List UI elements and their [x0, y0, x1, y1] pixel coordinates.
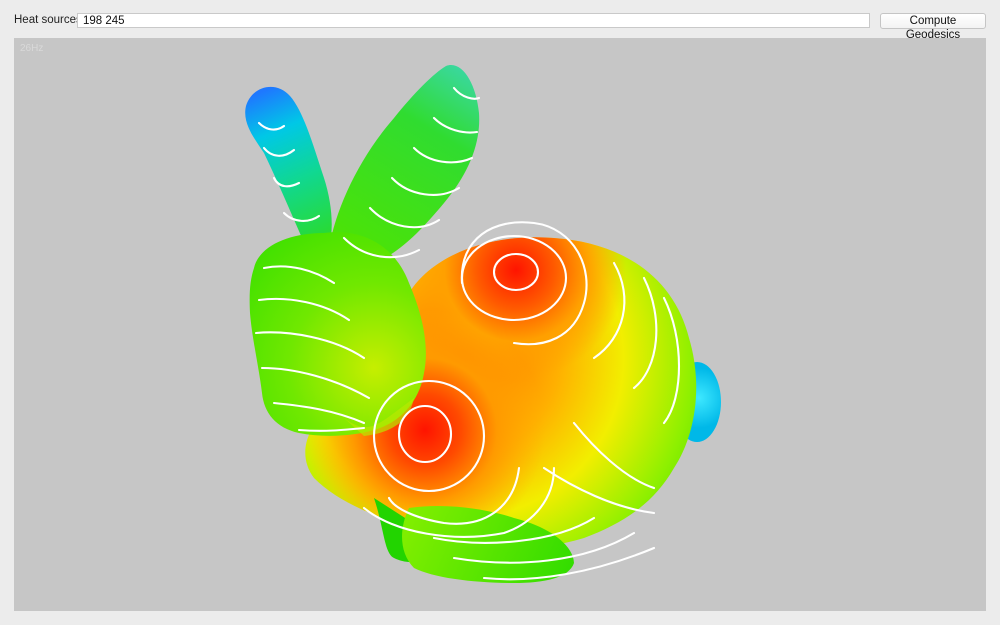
- toolbar: Heat sources: Compute Geodesics: [0, 0, 1000, 41]
- head: [249, 232, 426, 436]
- right-ear: [329, 65, 480, 263]
- bunny-render: [245, 65, 721, 583]
- heat-sources-label: Heat sources:: [14, 14, 85, 26]
- left-ear: [245, 86, 332, 250]
- isolines: [254, 86, 681, 581]
- compute-geodesics-button[interactable]: Compute Geodesics: [880, 13, 986, 41]
- heat-sources-input[interactable]: [77, 13, 870, 28]
- 3d-viewport[interactable]: 26Hz: [14, 38, 986, 611]
- fps-counter: 26Hz: [20, 43, 44, 54]
